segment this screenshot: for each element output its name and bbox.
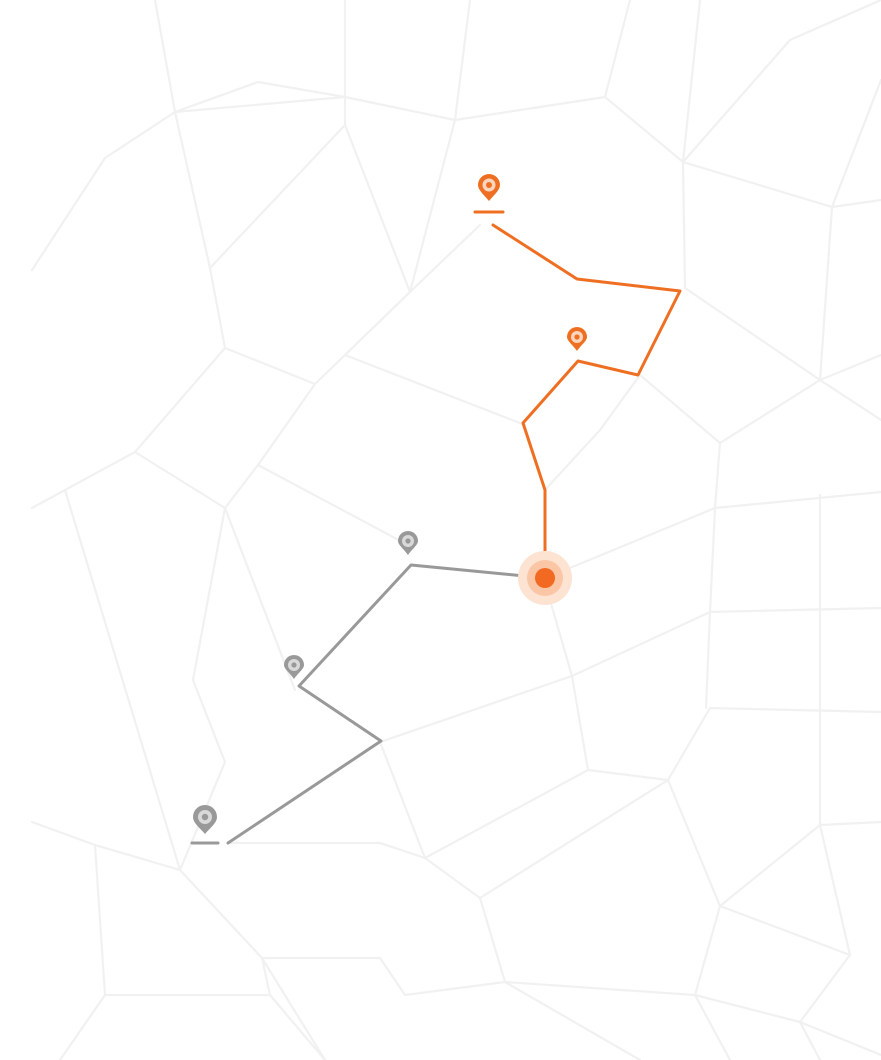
street bbox=[718, 904, 852, 957]
current-location-dot-icon[interactable] bbox=[518, 551, 572, 605]
street bbox=[666, 778, 852, 1024]
street bbox=[268, 993, 327, 1060]
street bbox=[830, 78, 881, 209]
street bbox=[30, 110, 177, 272]
street bbox=[228, 841, 427, 860]
waypoint-pin-icon[interactable] bbox=[567, 327, 587, 351]
street bbox=[548, 598, 590, 772]
street bbox=[798, 1020, 822, 1060]
remaining-route-line[interactable] bbox=[491, 223, 682, 580]
street bbox=[408, 223, 482, 294]
street bbox=[603, 95, 881, 209]
street bbox=[453, 0, 472, 122]
street bbox=[103, 956, 881, 1057]
street bbox=[378, 606, 881, 744]
street bbox=[681, 0, 702, 164]
street bbox=[693, 904, 732, 1060]
street bbox=[133, 382, 317, 510]
street bbox=[681, 160, 687, 290]
street bbox=[638, 286, 822, 445]
waypoint-pin-icon[interactable] bbox=[398, 531, 418, 555]
street bbox=[173, 80, 347, 114]
street-network bbox=[30, 0, 881, 1060]
destination-pin-icon[interactable] bbox=[473, 174, 505, 214]
traveled-route-line[interactable] bbox=[226, 563, 547, 845]
street bbox=[478, 778, 670, 900]
street bbox=[223, 506, 297, 692]
street bbox=[343, 290, 527, 427]
street bbox=[704, 441, 722, 710]
street bbox=[208, 123, 347, 270]
street bbox=[256, 463, 410, 547]
waypoint-pin-icon[interactable] bbox=[284, 655, 304, 679]
street bbox=[818, 353, 881, 382]
street bbox=[543, 373, 642, 492]
origin-pin-icon[interactable] bbox=[190, 805, 220, 845]
street bbox=[681, 0, 881, 164]
street bbox=[63, 488, 327, 1060]
